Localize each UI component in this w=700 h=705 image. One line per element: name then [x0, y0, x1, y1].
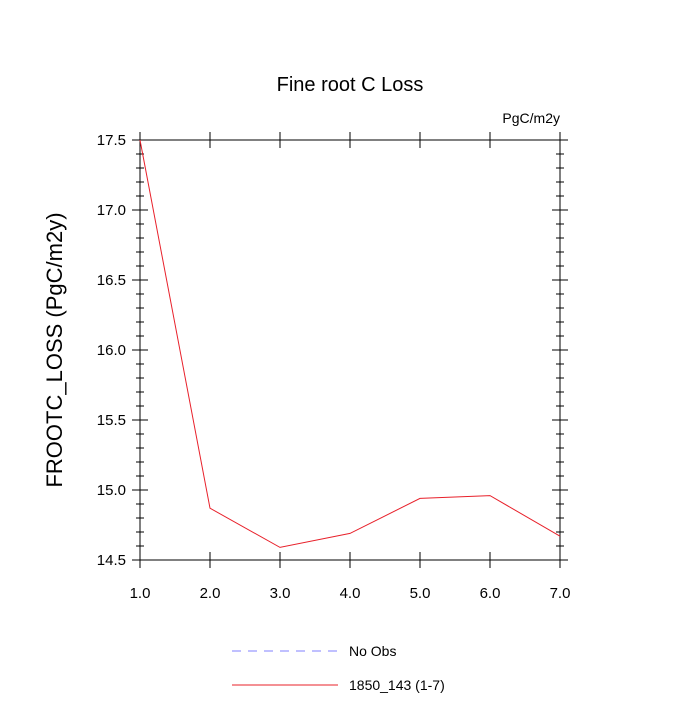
- y-axis-label: FROOTC_LOSS (PgC/m2y): [42, 212, 67, 487]
- y-tick-label: 14.5: [97, 552, 126, 569]
- axis-ticks: 1.0 2.0 3.0 4.0 5.0 6.0 7.0 14.5 15.0 15.5 16.0 16.…: [97, 132, 571, 602]
- x-tick-label: 5.0: [410, 585, 431, 602]
- x-tick-label: 6.0: [480, 585, 501, 602]
- legend-label: 1850_143 (1-7): [349, 677, 445, 693]
- y-tick-label: 15.0: [97, 482, 126, 499]
- units-label: PgC/m2y: [502, 110, 560, 126]
- series-group: [140, 140, 560, 548]
- x-tick-label: 4.0: [340, 585, 361, 602]
- legend-label: No Obs: [349, 643, 396, 659]
- legend: No Obs 1850_143 (1-7): [232, 643, 445, 693]
- chart-title: Fine root C Loss: [277, 74, 424, 96]
- y-tick-label: 16.5: [97, 272, 126, 289]
- plot-frame: [140, 140, 560, 560]
- x-tick-label: 7.0: [550, 585, 571, 602]
- x-tick-label: 2.0: [200, 585, 221, 602]
- series-line: [140, 140, 560, 547]
- y-tick-label: 17.5: [97, 132, 126, 149]
- y-tick-label: 15.5: [97, 412, 126, 429]
- y-tick-label: 16.0: [97, 342, 126, 359]
- x-tick-label: 3.0: [270, 585, 291, 602]
- x-tick-label: 1.0: [130, 585, 151, 602]
- y-tick-label: 17.0: [97, 202, 126, 219]
